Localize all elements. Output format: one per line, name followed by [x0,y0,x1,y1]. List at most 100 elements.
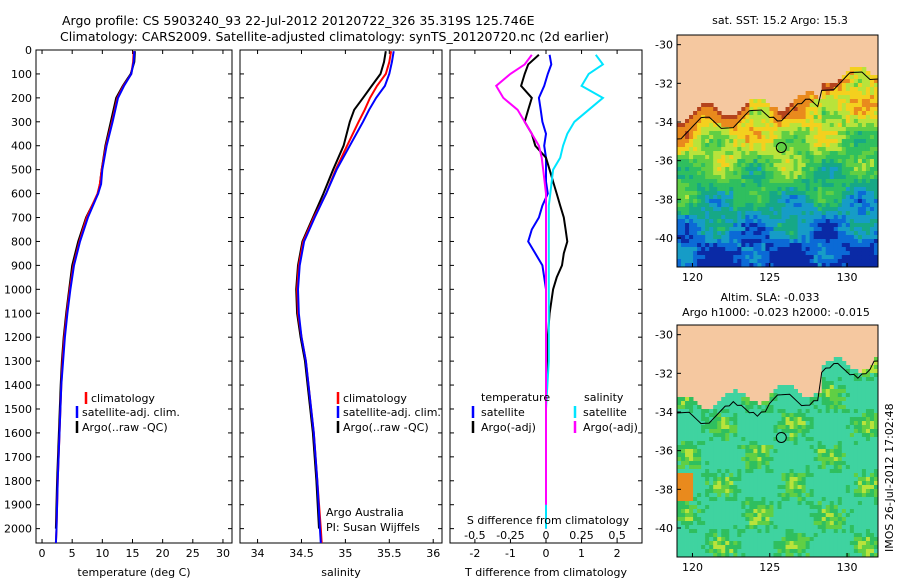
map-cell [733,167,738,172]
map-cell [689,437,694,442]
map-cell [841,107,847,112]
map-cell [873,389,878,394]
map-cell [797,481,803,486]
map-cell [853,199,859,204]
map-cell [805,99,811,104]
map-cell [865,107,871,112]
map-cell [717,219,722,224]
map-cell [769,179,774,184]
map-cell [713,163,718,168]
map-cell [713,529,718,534]
map-cell [801,143,807,148]
map-cell [809,433,815,438]
map-cell [841,191,847,196]
map-cell [701,231,706,236]
map-cell [777,139,782,144]
map-cell [733,147,738,152]
map-cell [741,191,746,196]
map-cell [817,525,823,530]
map-cell [777,433,782,438]
map-cell [697,219,702,224]
map-cell [689,553,694,557]
map-cell [809,505,815,510]
map-x-tick-label: 130 [837,561,858,574]
map-cell [865,195,871,200]
map-cell [725,457,730,462]
map-cell [713,437,718,442]
map-cell [721,199,726,204]
map-cell [829,119,835,124]
map-cell [701,429,706,434]
map-cell [869,227,875,232]
map-cell [849,441,855,446]
map-cell [737,421,742,426]
map-cell [837,247,843,252]
map-cell [841,115,847,120]
map-cell [689,425,694,430]
map-cell [805,223,811,228]
legend-label-argo: Argo(..raw -QC) [82,421,168,434]
map-cell [853,159,859,164]
map-cell [677,243,682,248]
map-x-tick-label: 125 [759,561,780,574]
map-cell [865,481,871,486]
map-cell [869,211,875,216]
map-cell [817,167,823,172]
map-cell [685,215,690,220]
map-cell [813,227,819,232]
map-cell [793,533,798,538]
map-cell [737,191,742,196]
map-cell [705,517,710,522]
map-cell [697,167,702,172]
map-cell [769,493,774,498]
map-cell [705,413,710,418]
map-cell [797,497,803,502]
map-cell [757,537,762,542]
map-cell [857,119,863,124]
map-cell [757,159,762,164]
map-cell [853,393,859,398]
map-cell [765,255,770,260]
map-cell [849,147,855,152]
map-cell [789,123,794,128]
map-cell [861,191,867,196]
map-cell [853,477,859,482]
map-cell [769,441,774,446]
map-cell [681,517,686,522]
map-cell [825,445,831,450]
map-cell [777,401,782,406]
map-cell [793,469,798,474]
map-cell [845,453,851,458]
map-cell [753,143,758,148]
map-cell [793,191,798,196]
map-cell [737,159,742,164]
map-cell [861,533,867,538]
map-cell [781,505,786,510]
map-cell [845,389,851,394]
map-cell [845,521,851,526]
map-cell [785,549,790,554]
map-cell [833,191,839,196]
map-cell [865,525,871,530]
map-cell [741,215,746,220]
map-cell [685,139,690,144]
map-cell [849,485,855,490]
map-cell [829,227,835,232]
map-cell [865,103,871,108]
map-y-tick-label: -40 [655,522,673,535]
map-cell [829,179,835,184]
map-cell [685,227,690,232]
map-cell [809,243,815,248]
map-cell [861,243,867,248]
map-cell [789,263,794,267]
map-cell [813,239,819,244]
map-cell [777,223,782,228]
map-cell [849,521,855,526]
map-cell [793,151,798,156]
map-cell [685,397,690,402]
map-cell [873,397,878,402]
map-cell [725,481,730,486]
map-cell [713,441,718,446]
map-cell [817,413,823,418]
map-cell [765,155,770,160]
